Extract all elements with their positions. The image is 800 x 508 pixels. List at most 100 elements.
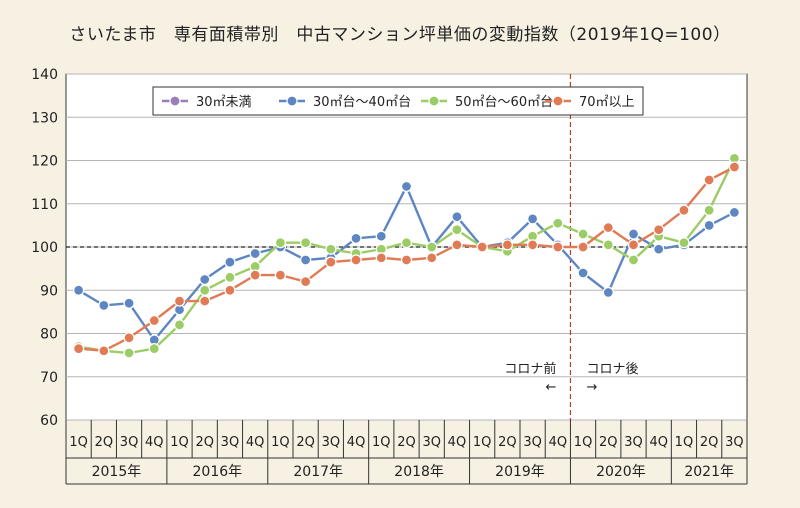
covid-annotations: コロナ前 ← コロナ後 → [504,361,638,395]
data-point [400,254,413,266]
data-point [350,232,362,245]
data-point [526,213,539,225]
data-point [274,237,287,249]
data-point [426,241,438,253]
quarter-label: 4Q [145,435,164,450]
legend-swatch-marker [169,95,181,107]
quarter-label: 3Q [725,435,744,450]
data-point [476,241,488,253]
data-point [728,206,741,219]
data-point [224,271,236,283]
data-point [325,256,337,268]
year-label: 2021年 [684,464,734,480]
data-point [98,345,110,357]
quarter-label: 3Q [120,435,139,450]
y-tick-label: 120 [31,154,58,170]
data-point [274,269,287,281]
data-point [148,314,160,327]
data-point [577,228,589,240]
data-point [451,211,463,223]
data-point [350,254,362,266]
data-point [299,237,312,249]
y-axis: 60 70 80 90 100 110 120 130 140 [31,67,58,429]
data-point [199,284,211,296]
data-point [703,174,715,186]
data-point [627,239,640,251]
data-point [451,224,463,236]
quarter-label: 3Q [322,435,341,450]
data-point [627,228,640,240]
data-point [148,342,160,355]
data-point [123,332,135,344]
year-label: 2019年 [495,464,545,480]
data-point [224,256,236,268]
data-point [173,295,186,307]
legend-swatch-marker [428,95,440,107]
data-point [123,347,135,359]
quarter-label: 2Q [700,435,719,450]
y-tick-label: 110 [31,197,58,213]
quarter-label: 1Q [69,435,88,450]
quarter-label: 3Q [624,435,643,450]
data-point [678,204,690,216]
data-point [678,237,690,249]
y-tick-label: 140 [31,67,58,83]
quarter-label: 1Q [473,435,492,450]
quarter-label: 2Q [397,435,416,450]
data-point [552,241,564,253]
quarter-label: 4Q [448,435,467,450]
data-point [703,219,715,232]
covid-after-arrow: → [586,380,597,395]
year-label: 2017年 [293,464,343,480]
data-point [728,161,741,173]
quarter-label: 1Q [170,435,189,450]
x-axis: 1Q 2Q 3Q 4Q 1Q 2Q 3Q 4Q 1Q 2Q 3Q 4Q 1Q 2Q 3Q 4Q 1Q 2Q 3Q 4Q… [65,420,748,485]
data-point [199,295,211,307]
y-tick-label: 130 [31,110,58,126]
legend-box [152,86,644,116]
data-point [400,237,413,249]
legend-label: 30㎡未満 [196,95,252,110]
quarter-label: 2Q [599,435,618,450]
data-point [602,286,614,299]
legend-swatch-marker [552,95,564,107]
year-label: 2018年 [394,464,444,480]
quarter-label: 3Q [221,435,240,450]
data-point [703,204,715,216]
data-point [199,273,211,286]
legend-label: 30㎡台～40㎡台 [313,95,411,110]
quarter-label: 2Q [498,435,517,450]
data-point [72,342,85,355]
quarter-label: 4Q [649,435,668,450]
quarter-label: 1Q [271,435,290,450]
legend-label: 50㎡台～60㎡台 [455,95,553,110]
legend: 30㎡未満 30㎡台～40㎡台 50㎡台～60㎡台 70㎡以上 [152,86,644,116]
data-point [249,269,261,281]
data-point [426,252,438,264]
covid-before-arrow: ← [546,380,557,395]
data-point [577,267,589,279]
data-point [653,243,665,255]
data-point [602,221,614,234]
quarter-label: 3Q [422,435,441,450]
quarter-label: 4Q [246,435,265,450]
data-point [325,243,337,255]
data-point [526,239,539,251]
quarter-label: 2Q [95,435,114,450]
data-point [123,297,135,309]
quarter-label: 3Q [523,435,542,450]
quarter-label: 1Q [574,435,593,450]
covid-before-label: コロナ前 [504,361,556,377]
y-tick-label: 100 [31,240,58,256]
quarter-label: 2Q [296,435,315,450]
data-point [173,319,186,331]
chart-title: さいたま市 専有面積帯別 中古マンション坪単価の変動指数（2019年1Q=100… [69,25,731,45]
quarter-label: 4Q [549,435,568,450]
data-point [552,217,564,229]
quarter-label: 1Q [675,435,694,450]
data-point [299,275,312,288]
y-tick-label: 70 [40,370,58,386]
legend-label: 70㎡以上 [579,95,635,110]
data-point [400,180,413,193]
data-point [375,230,387,242]
